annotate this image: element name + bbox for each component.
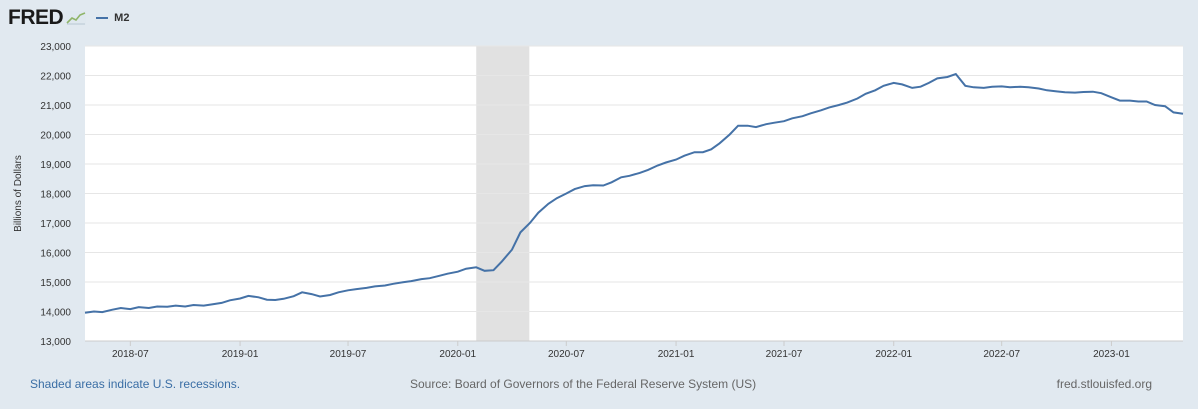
legend-label-m2: M2 [114,12,130,24]
fred-logo[interactable]: FRED [8,6,64,29]
x-tick-label: 2021-07 [766,349,803,360]
x-tick-label: 2018-07 [112,349,149,360]
y-tick-label: 19,000 [40,160,71,171]
chart-header: FRED M2 [8,5,129,31]
source-note: Source: Board of Governors of the Federa… [410,377,757,391]
x-tick-label: 2020-01 [439,349,476,360]
y-tick-label: 20,000 [40,131,71,142]
y-tick-label: 13,000 [40,337,71,348]
y-tick-label: 15,000 [40,278,71,289]
x-tick-label: 2019-01 [222,349,259,360]
y-axis: 13,000 14,000 15,000 16,000 17,000 18,000 19,0… [40,42,71,348]
x-tick-label: 2019-07 [330,349,367,360]
recession-note[interactable]: Shaded areas indicate U.S. recessions. [30,377,241,391]
site-link[interactable]: fred.stlouisfed.org [1056,377,1152,391]
series-line-m2[interactable] [84,72,1184,314]
y-tick-label: 14,000 [40,308,71,319]
y-tick-label: 16,000 [40,249,71,260]
x-tick-label: 2022-07 [983,349,1020,360]
chart-legend[interactable]: M2 [96,12,129,24]
y-tick-label: 18,000 [40,190,71,201]
line-chart[interactable]: 13,000 14,000 15,000 16,000 17,000 18,000 19,0… [0,0,1198,370]
y-tick-label: 17,000 [40,219,71,230]
x-axis: 2018-07 2019-01 2019-07 2020-01 2020-07 2021-… [85,340,1183,360]
x-tick-label: 2022-01 [875,349,912,360]
y-tick-label: 21,000 [40,101,71,112]
y-tick-label: 23,000 [40,42,71,53]
legend-swatch-m2 [96,17,109,19]
x-tick-label: 2023-01 [1093,349,1130,360]
x-tick-label: 2021-01 [658,349,695,360]
y-tick-label: 22,000 [40,72,71,83]
fred-graph-icon [66,11,87,25]
x-tick-label: 2020-07 [548,349,585,360]
y-axis-label: Billions of Dollars [13,155,24,232]
